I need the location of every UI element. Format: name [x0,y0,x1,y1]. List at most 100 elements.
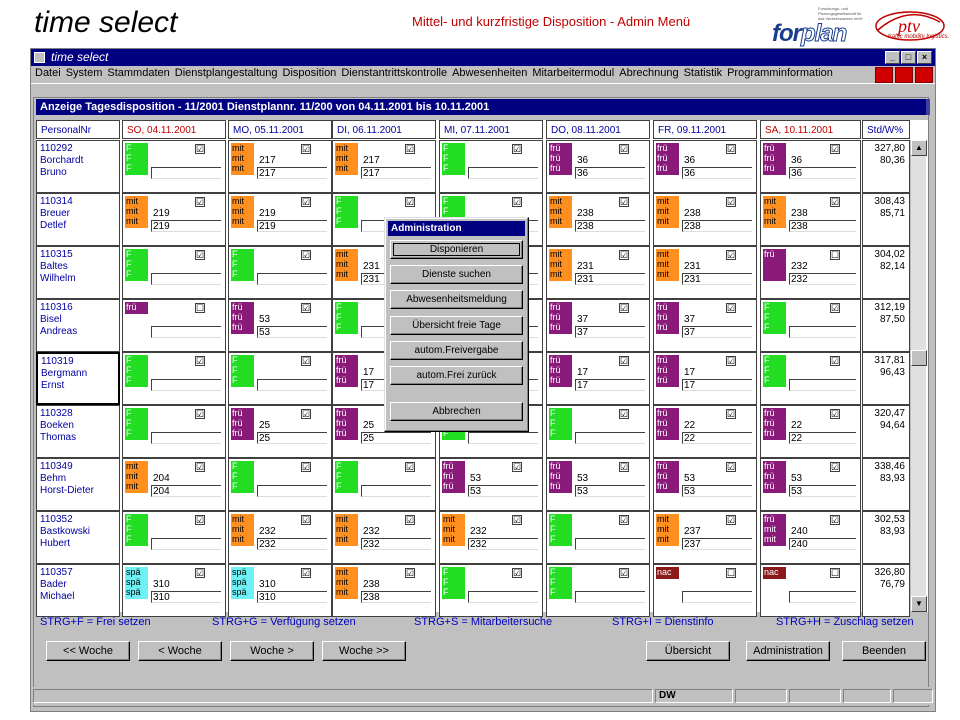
menu-statistik[interactable]: Statistik [683,67,723,79]
menu-stammdaten[interactable]: Stammdaten [107,67,170,79]
duty-number-input[interactable]: 36 [682,167,752,179]
shift-cell[interactable]: mit mit mit ☑ 238 238 [332,564,436,617]
employee-cell[interactable]: 110328 Boeken Thomas [36,405,120,458]
shift-cell[interactable]: mit mit mit ☑ 238 238 [760,193,861,246]
duty-number-input[interactable]: 17 [682,379,752,391]
dispo-checkbox[interactable]: ☑ [830,303,840,313]
abwesenheitsmeldung-button[interactable]: Abwesenheitsmeldung [390,290,523,309]
duty-number-input[interactable]: 22 [682,432,752,444]
shift-cell[interactable]: frü frü frü ☑ 53 53 [228,299,332,352]
duty-number-input[interactable] [468,167,538,179]
dispo-checkbox[interactable]: ☐ [830,568,840,578]
menu-disposition[interactable]: Disposition [282,67,337,79]
dispo-checkbox[interactable]: ☑ [301,356,311,366]
menu-programminformation[interactable]: Programminformation [727,67,833,79]
overview-button[interactable]: Übersicht [646,641,730,661]
next-week-button[interactable]: Woche > [230,641,314,661]
duty-number-input[interactable]: 232 [257,538,327,550]
shift-cell[interactable]: mit mit mit ☑ 219 219 [122,193,226,246]
dispo-checkbox[interactable]: ☑ [726,356,736,366]
duty-number-input[interactable]: 219 [257,220,327,232]
dispo-checkbox[interactable]: ☑ [726,409,736,419]
dispo-checkbox[interactable]: ☑ [726,462,736,472]
dispo-checkbox[interactable]: ☑ [619,197,629,207]
duty-number-input[interactable] [151,538,221,550]
employee-cell[interactable]: 110315 Baltes Wilhelm [36,246,120,299]
dispo-checkbox[interactable]: ☑ [619,250,629,260]
duty-number-input[interactable] [257,273,327,285]
dispo-checkbox[interactable]: ☑ [512,197,522,207]
dispo-checkbox[interactable]: ☑ [512,568,522,578]
duty-number-input[interactable] [575,591,645,603]
dispo-checkbox[interactable]: ☑ [619,515,629,525]
dispo-checkbox[interactable]: ☑ [195,568,205,578]
duty-number-input[interactable]: 217 [257,167,327,179]
prev-weeks-button[interactable]: << Woche [46,641,130,661]
shift-cell[interactable]: frü frü frü ☑ 37 37 [546,299,650,352]
dispo-checkbox[interactable]: ☑ [301,303,311,313]
dispo-checkbox[interactable]: ☑ [301,409,311,419]
exit-button[interactable]: Beenden [842,641,926,661]
dispo-checkbox[interactable]: ☑ [195,144,205,154]
scroll-down-icon[interactable]: ▼ [911,596,927,612]
duty-number-input[interactable]: 231 [682,273,752,285]
duty-number-input[interactable]: 36 [789,167,856,179]
dispo-checkbox[interactable]: ☑ [195,409,205,419]
duty-number-input[interactable]: 240 [789,538,856,550]
shift-cell[interactable]: mit mit mit ☑ 232 232 [439,511,543,564]
menu-dienstantrittskontrolle[interactable]: Dienstantrittskontrolle [341,67,448,79]
dispo-checkbox[interactable]: ☑ [726,144,736,154]
dispo-checkbox[interactable]: ☑ [726,250,736,260]
duty-number-input[interactable]: 217 [361,167,431,179]
shift-cell[interactable]: mit mit mit ☑ 232 232 [332,511,436,564]
shift-cell[interactable]: frü frü frü ☑ 53 53 [653,458,757,511]
shift-cell[interactable]: frü mit mit ☑ 240 240 [760,511,861,564]
duty-number-input[interactable]: 238 [575,220,645,232]
administration-button[interactable]: Administration [746,641,830,661]
menu-dienstplangestaltung[interactable]: Dienstplangestaltung [174,67,278,79]
shift-cell[interactable]: nac ☐ [653,564,757,617]
duty-number-input[interactable]: 238 [682,220,752,232]
dispo-checkbox[interactable]: ☑ [301,462,311,472]
duty-number-input[interactable] [575,538,645,550]
duty-number-input[interactable] [257,379,327,391]
dispo-checkbox[interactable]: ☑ [512,144,522,154]
duty-number-input[interactable]: 53 [789,485,856,497]
employee-cell[interactable]: 110314 Breuer Detlef [36,193,120,246]
duty-number-input[interactable]: 232 [468,538,538,550]
duty-number-input[interactable] [789,326,856,338]
duty-number-input[interactable] [257,485,327,497]
dispo-checkbox[interactable]: ☑ [726,197,736,207]
autom-frei-zurueck-button[interactable]: autom.Frei zurück [390,366,523,385]
dispo-checkbox[interactable]: ☑ [619,303,629,313]
prev-week-button[interactable]: < Woche [138,641,222,661]
shift-cell[interactable]: frü frü frü ☑ 36 36 [546,140,650,193]
dispo-checkbox[interactable]: ☑ [512,515,522,525]
dispo-checkbox[interactable]: ☑ [405,197,415,207]
dispo-checkbox[interactable]: ☑ [830,409,840,419]
dienste-suchen-button[interactable]: Dienste suchen [390,265,523,284]
dispo-checkbox[interactable]: ☑ [830,197,840,207]
dispo-checkbox[interactable]: ☑ [830,356,840,366]
dispo-checkbox[interactable]: ☑ [405,462,415,472]
abbrechen-button[interactable]: Abbrechen [390,402,523,421]
duty-number-input[interactable]: 53 [682,485,752,497]
app-icon[interactable] [34,52,45,63]
back-icon[interactable] [895,67,913,83]
duty-number-input[interactable]: 238 [789,220,856,232]
dispo-checkbox[interactable]: ☑ [195,197,205,207]
dispo-checkbox[interactable]: ☐ [195,303,205,313]
window-titlebar[interactable]: time select _ □ × [31,49,935,66]
shift-cell[interactable]: frü frü frü ☑ 53 53 [439,458,543,511]
duty-number-input[interactable] [151,326,221,338]
